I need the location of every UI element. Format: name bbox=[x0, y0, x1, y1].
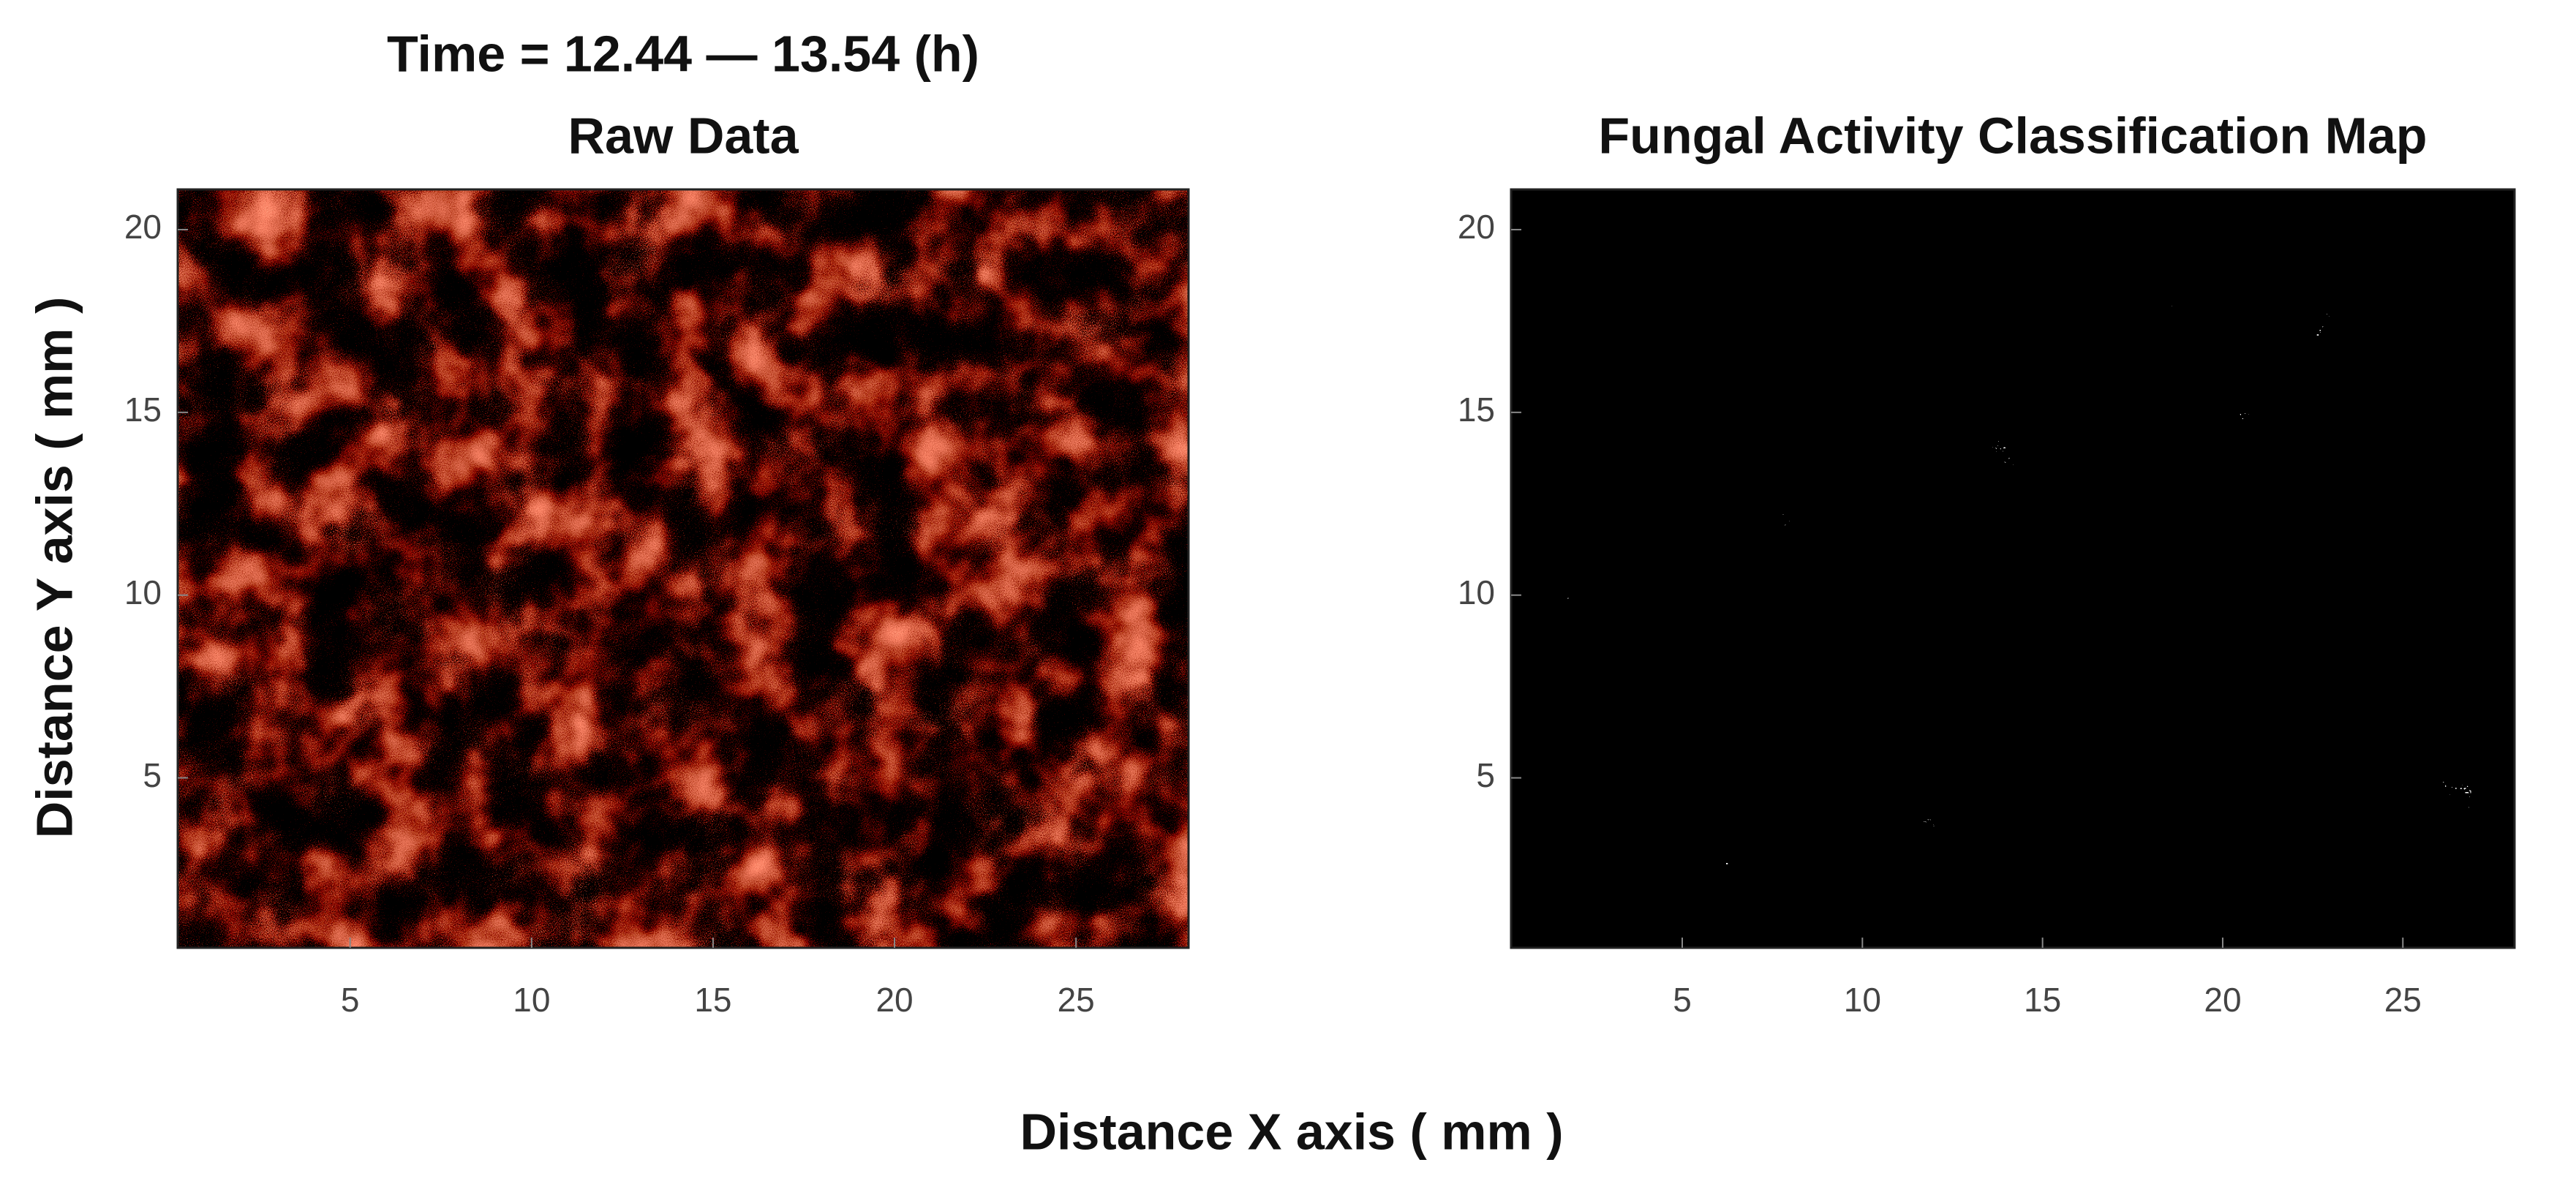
x-axis-label: Distance X axis ( mm ) bbox=[1020, 1103, 1563, 1160]
x-tick-label: 20 bbox=[875, 981, 913, 1019]
x-tick-label: 15 bbox=[694, 981, 731, 1019]
x-tick-label: 20 bbox=[2204, 981, 2241, 1019]
axes-box bbox=[1510, 188, 2516, 949]
x-tick-label: 15 bbox=[2024, 981, 2061, 1019]
y-tick-label: 5 bbox=[143, 756, 162, 794]
heatmap-image bbox=[1511, 189, 2515, 948]
panel-title: Fungal Activity Classification Map bbox=[1598, 107, 2427, 164]
x-tick-label: 5 bbox=[1673, 981, 1692, 1019]
y-tick-label: 15 bbox=[1458, 391, 1495, 429]
y-tick-label: 20 bbox=[124, 208, 162, 246]
y-tick-label: 10 bbox=[1458, 573, 1495, 611]
figure-title: Time = 12.44 — 13.54 (h) bbox=[387, 25, 979, 82]
heatmap-image bbox=[178, 189, 1189, 948]
panel-title: Raw Data bbox=[568, 107, 799, 164]
x-tick-label: 25 bbox=[2384, 981, 2422, 1019]
x-tick-label: 10 bbox=[1844, 981, 1881, 1019]
y-tick-label: 5 bbox=[1476, 756, 1495, 794]
y-tick-label: 15 bbox=[124, 391, 162, 429]
x-tick-label: 5 bbox=[341, 981, 360, 1019]
y-tick-label: 20 bbox=[1458, 208, 1495, 246]
x-tick-label: 10 bbox=[513, 981, 550, 1019]
y-tick-label: 10 bbox=[124, 573, 162, 611]
y-axis-label: Distance Y axis ( mm ) bbox=[26, 297, 83, 839]
x-tick-label: 25 bbox=[1058, 981, 1095, 1019]
axes-box bbox=[176, 188, 1190, 949]
